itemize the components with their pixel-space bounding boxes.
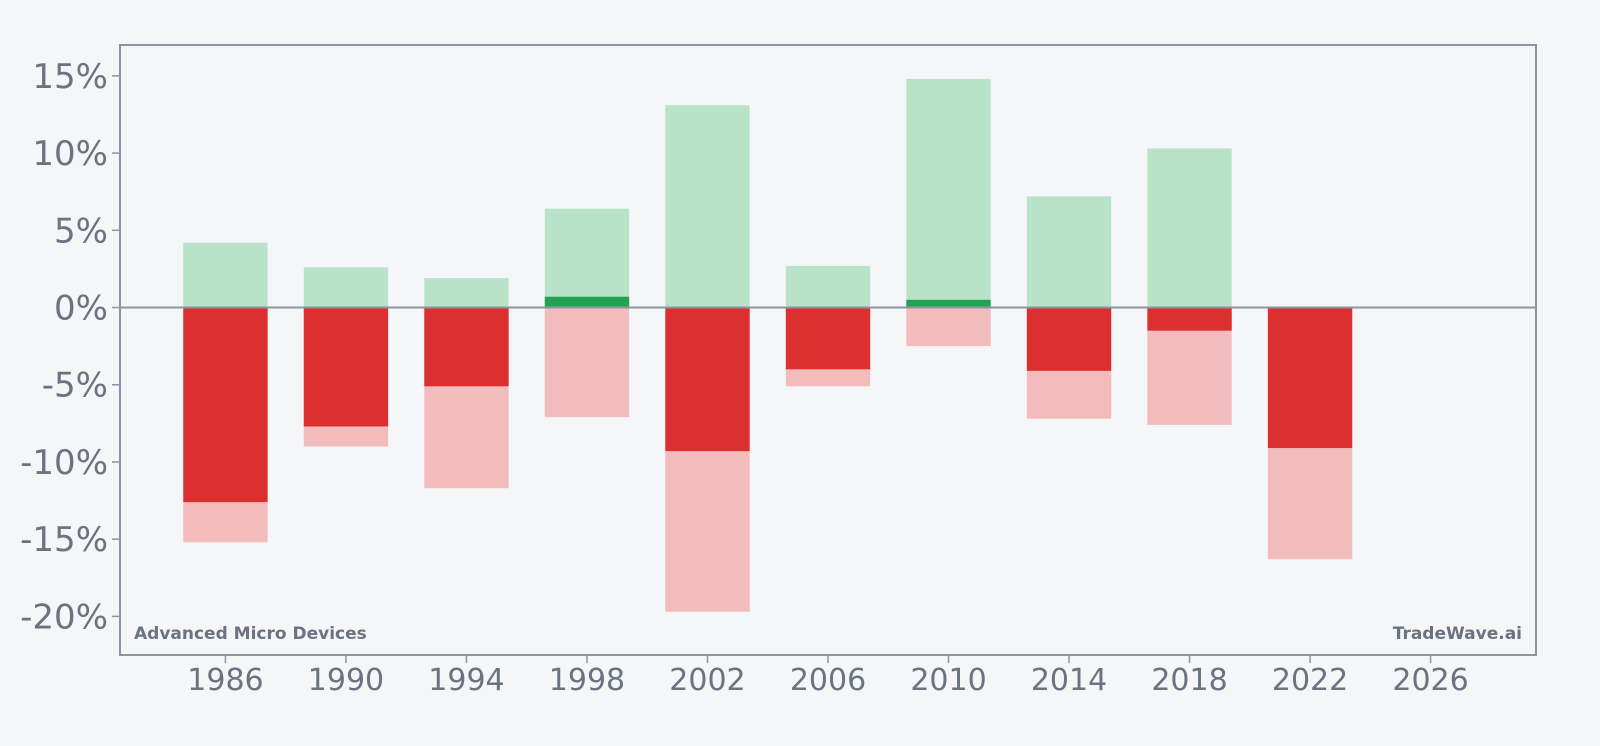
bars-layer: [183, 78, 1353, 612]
y-tick-label: -5%: [42, 366, 108, 406]
bar-max-gain-2018: [1147, 148, 1232, 308]
x-tick-label: 2018: [1151, 663, 1227, 698]
bar-net-loss-1994: [424, 307, 509, 387]
x-tick-label: 1998: [549, 663, 625, 698]
bar-net-gain-1998: [544, 296, 630, 308]
x-tick-label: 1990: [308, 663, 384, 698]
bar-net-loss-2018: [1147, 307, 1232, 331]
bar-net-loss-2014: [1026, 307, 1112, 371]
bar-net-loss-2006: [785, 307, 871, 370]
x-tick-label: 2010: [910, 663, 986, 698]
y-tick-label: 0%: [54, 289, 108, 329]
x-tick-label: 2014: [1031, 663, 1107, 698]
bar-max-loss-2010: [906, 307, 991, 347]
bar-max-gain-1990: [303, 267, 389, 308]
x-tick-label: 1986: [187, 663, 263, 698]
y-tick-label: 5%: [54, 211, 108, 251]
x-tick-label: 1994: [428, 663, 504, 698]
y-tick-label: -10%: [20, 443, 108, 483]
x-tick-label: 2022: [1272, 663, 1348, 698]
y-tick-label: 10%: [32, 134, 108, 174]
bar-net-loss-1990: [303, 307, 389, 427]
x-axis: 1986 1990 1994 1998 2002 2006 2010 2014 2018 2022…: [187, 655, 1469, 698]
x-tick-label: 2026: [1392, 663, 1468, 698]
y-axis: 15% 10% 5% 0% -5% -10% -15% -20%: [20, 57, 120, 637]
bar-net-loss-2022: [1267, 307, 1353, 449]
bar-max-loss-1998: [544, 307, 630, 418]
bar-max-gain-2002: [665, 105, 750, 308]
bar-max-gain-2014: [1026, 196, 1112, 308]
y-tick-label: -20%: [20, 597, 108, 637]
bar-max-gain-1998: [544, 208, 630, 308]
company-name-label: Advanced Micro Devices: [134, 624, 367, 644]
bar-max-gain-2006: [785, 265, 871, 308]
y-tick-label: 15%: [32, 57, 108, 97]
bar-net-gain-2010: [906, 299, 991, 308]
brand-watermark-label: TradeWave.ai: [1393, 624, 1522, 644]
bar-net-loss-2002: [665, 307, 750, 452]
x-tick-label: 2006: [790, 663, 866, 698]
x-tick-label: 2002: [669, 663, 745, 698]
bar-max-gain-2010: [906, 78, 991, 308]
bar-max-gain-1994: [424, 278, 509, 308]
bar-max-gain-1986: [183, 242, 268, 308]
y-tick-label: -15%: [20, 520, 108, 560]
bar-net-loss-1986: [183, 307, 268, 503]
